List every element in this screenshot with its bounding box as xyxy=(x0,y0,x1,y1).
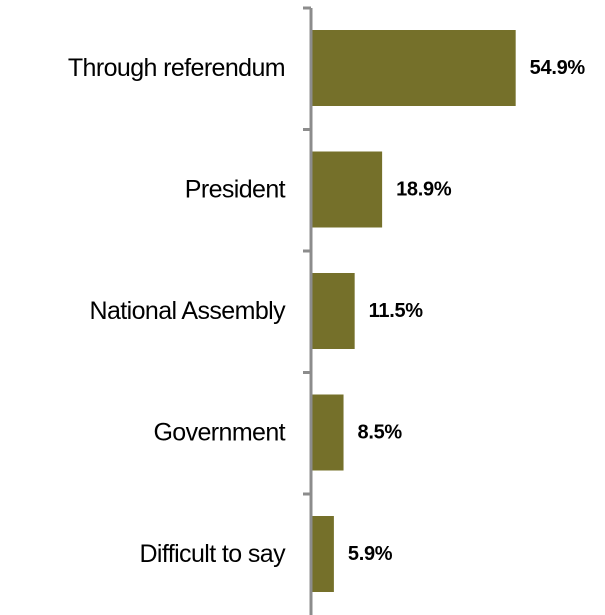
bar xyxy=(312,151,383,228)
bar xyxy=(312,273,355,349)
category-label: President xyxy=(185,176,286,204)
bar xyxy=(312,30,516,106)
bar xyxy=(312,394,344,471)
value-label: 54.9% xyxy=(530,57,586,79)
category-label: Difficult to say xyxy=(139,540,286,568)
value-label: 18.9% xyxy=(396,179,452,201)
value-labels: 54.9% 18.9% 11.5% 8.5% 5.9% xyxy=(348,57,586,565)
bar xyxy=(312,516,334,592)
category-label: National Assembly xyxy=(90,297,287,325)
category-labels: Through referendum President National Asse… xyxy=(68,54,287,568)
value-label: 11.5% xyxy=(369,300,424,322)
category-label: Through referendum xyxy=(68,54,285,82)
value-label: 8.5% xyxy=(358,422,403,444)
category-axis xyxy=(303,6,313,615)
category-label: Government xyxy=(153,419,285,447)
bars-group xyxy=(312,30,516,592)
value-label: 5.9% xyxy=(348,543,393,565)
